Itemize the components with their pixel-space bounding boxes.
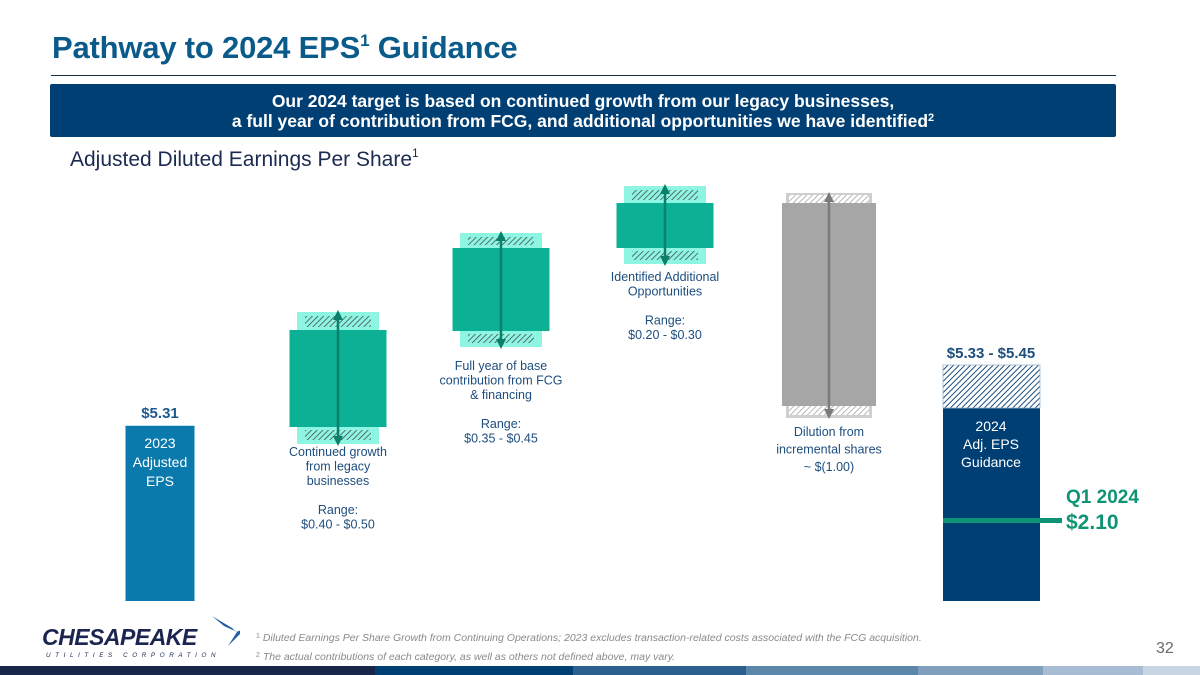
footer-bar-segment (1043, 666, 1143, 675)
bar-value-label: $5.33 - $5.45 (947, 345, 1035, 362)
chart-subtitle: Adjusted Diluted Earnings Per Share1 (70, 146, 419, 171)
guidance-range-outline (942, 364, 1041, 409)
banner-line-2: a full year of contribution from FCG, an… (231, 110, 935, 131)
logo-bird-icon (212, 616, 245, 646)
page-number: 32 (1156, 640, 1174, 657)
q1-annotation-value: $2.10 (1066, 511, 1119, 534)
bar-inner-label: Guidance (961, 454, 1021, 470)
bar-category-label: Range: (318, 503, 358, 517)
bar-category-label: businesses (307, 474, 370, 488)
chesapeake-logo: CHESAPEAKE UTILITIES CORPORATION (40, 614, 245, 665)
logo-tagline: UTILITIES CORPORATION (46, 652, 220, 659)
bar-inner-label: 2023 (144, 435, 175, 451)
bar-category-label: Range: (645, 314, 685, 328)
footer-bar-segment (375, 666, 573, 675)
banner-line-1: Our 2024 target is based on continued gr… (271, 90, 895, 111)
bar-category-label: from legacy (306, 460, 371, 474)
bar-category-label: Continued growth (289, 445, 387, 459)
bar-value-label: $5.31 (141, 405, 179, 422)
bar-2024-guidance (943, 408, 1040, 601)
bar-category-label: $0.35 - $0.45 (464, 432, 538, 446)
bar-inner-label: Adjusted (133, 454, 187, 470)
footer-bar-segment (1143, 666, 1200, 675)
slide-title: Pathway to 2024 EPS1 Guidance (52, 30, 518, 65)
bar-category-label: ~ $(1.00) (804, 460, 854, 474)
bar-category-label: Identified Additional (611, 270, 719, 284)
title-divider (51, 75, 1116, 76)
footer-bar-segment (918, 666, 1043, 675)
footer-bar-segment (0, 666, 375, 675)
bar-category-label: & financing (470, 388, 532, 402)
footer-bar-segment (746, 666, 918, 675)
bar-category-label: Full year of base (455, 359, 547, 373)
bar-inner-label: Adj. EPS (963, 436, 1019, 452)
bar-inner-label: 2024 (975, 418, 1006, 434)
bar-category-label: Opportunities (628, 285, 702, 299)
summary-banner: Our 2024 target is based on continued gr… (50, 84, 1116, 137)
bar-category-label: $0.40 - $0.50 (301, 518, 375, 532)
footnote-2: 2 The actual contributions of each categ… (256, 651, 676, 663)
footnote-1: 1 Diluted Earnings Per Share Growth from… (256, 632, 922, 644)
bar-category-label: contribution from FCG (440, 374, 563, 388)
bar-category-label: incremental shares (776, 443, 882, 457)
bar-category-label: Dilution from (794, 425, 864, 439)
footer-bar-segment (573, 666, 746, 675)
q1-annotation-label: Q1 2024 (1066, 487, 1139, 508)
bar-2023-adjusted-eps (125, 425, 195, 601)
q1-2024-marker-line (943, 518, 1062, 523)
bar-category-label: Range: (481, 417, 521, 431)
guidance-range-hatch (943, 365, 1040, 408)
footer-color-bar (0, 666, 1200, 675)
bar-category-label: $0.20 - $0.30 (628, 328, 702, 342)
logo-wordmark: CHESAPEAKE (42, 624, 198, 650)
bar-inner-label: EPS (146, 473, 174, 489)
footnotes: 1 Diluted Earnings Per Share Growth from… (256, 629, 922, 667)
